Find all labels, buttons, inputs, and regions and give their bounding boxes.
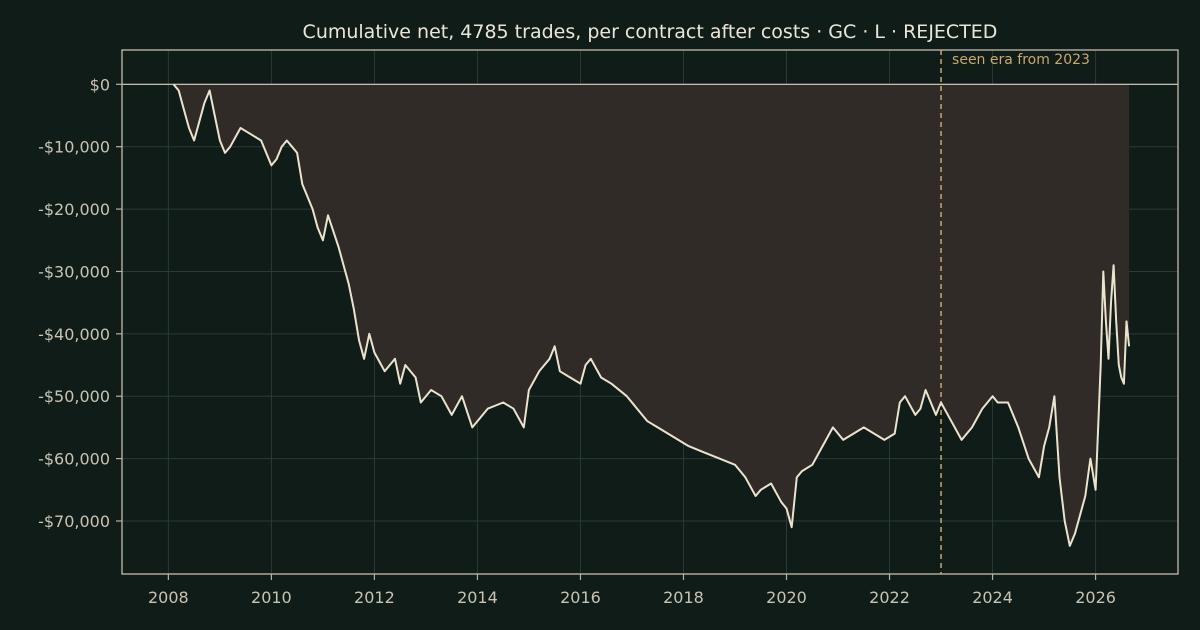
x-tick-label: 2012 [354, 588, 395, 607]
series-line [172, 83, 1131, 547]
y-tick-label: -$30,000 [38, 262, 110, 281]
x-tick-label: 2022 [869, 588, 910, 607]
x-tick-label: 2018 [663, 588, 704, 607]
x-tick-label: 2026 [1075, 588, 1116, 607]
x-tick-label: 2008 [148, 588, 189, 607]
y-axis: $0 -$10,000 -$20,000 -$30,000 -$40,000 -$50,0… [38, 75, 122, 531]
y-tick-label: -$50,000 [38, 387, 110, 406]
x-tick-label: 2014 [457, 588, 498, 607]
x-tick-label: 2024 [972, 588, 1013, 607]
seen-era-label: seen era from 2023 [952, 52, 1090, 68]
y-tick-label: -$10,000 [38, 138, 110, 157]
x-tick-label: 2010 [251, 588, 292, 607]
drawdown-fill [173, 84, 1130, 546]
x-tick-label: 2016 [560, 588, 601, 607]
plot-frame [121, 49, 1179, 575]
y-tick-label: -$20,000 [38, 200, 110, 219]
y-tick-label: $0 [90, 75, 110, 94]
y-tick-label: -$40,000 [38, 325, 110, 344]
x-axis: 2008 2010 2012 2014 2016 2018 2020 2022 2024 2026 [148, 574, 1116, 607]
y-tick-label: -$60,000 [38, 450, 110, 469]
y-tick-label: -$70,000 [38, 512, 110, 531]
chart-title: Cumulative net, 4785 trades, per contrac… [303, 21, 998, 43]
x-tick-label: 2020 [766, 588, 807, 607]
